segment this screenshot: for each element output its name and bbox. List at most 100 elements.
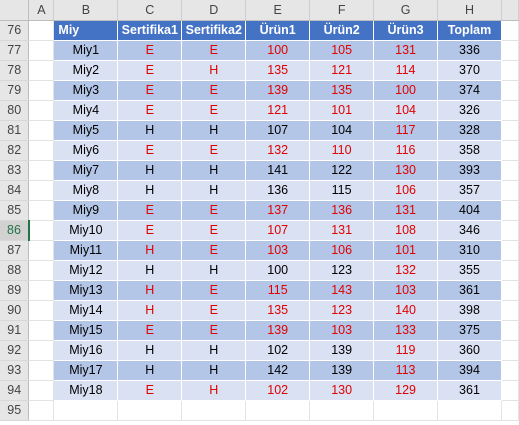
cell-urun2[interactable]: 130 xyxy=(309,380,375,401)
row-header[interactable]: 77 xyxy=(0,40,30,61)
cell-i[interactable] xyxy=(501,160,519,181)
cell-urun1[interactable]: 100 xyxy=(245,260,311,281)
row-header[interactable]: 95 xyxy=(0,400,30,421)
cell-sertifika1[interactable]: E xyxy=(117,200,183,221)
empty-cell[interactable] xyxy=(437,400,502,421)
cell-urun3[interactable]: 129 xyxy=(373,380,439,401)
cell-a[interactable] xyxy=(28,300,55,321)
column-header-f[interactable]: F xyxy=(309,0,375,21)
cell-urun2[interactable]: 131 xyxy=(309,220,375,241)
cell-i[interactable] xyxy=(501,240,519,261)
cell-i[interactable] xyxy=(501,140,519,161)
cell-sertifika1[interactable]: H xyxy=(117,240,183,261)
cell-a[interactable] xyxy=(28,260,55,281)
cell-miy[interactable]: Miy16 xyxy=(53,340,119,361)
cell-sertifika1[interactable]: H xyxy=(117,180,183,201)
cell-sertifika1[interactable]: E xyxy=(117,80,183,101)
row-header[interactable]: 78 xyxy=(0,60,30,81)
cell-urun3[interactable]: 133 xyxy=(373,320,439,341)
column-header-h[interactable]: H xyxy=(437,0,502,21)
column-header-g[interactable]: G xyxy=(373,0,439,21)
cell-urun3[interactable]: 130 xyxy=(373,160,439,181)
empty-cell[interactable] xyxy=(245,400,311,421)
header-cell-sertifika1[interactable]: Sertifika1 xyxy=(117,20,183,41)
cell-urun2[interactable]: 110 xyxy=(309,140,375,161)
cell-sertifika2[interactable]: E xyxy=(181,220,247,241)
empty-cell[interactable] xyxy=(28,400,55,421)
row-header[interactable]: 88 xyxy=(0,260,30,281)
cell-miy[interactable]: Miy3 xyxy=(53,80,119,101)
row-header[interactable]: 87 xyxy=(0,240,30,261)
column-header-i[interactable] xyxy=(501,0,519,21)
cell-sertifika2[interactable]: H xyxy=(181,180,247,201)
cell-toplam[interactable]: 361 xyxy=(437,280,502,301)
cell-a[interactable] xyxy=(28,160,55,181)
cell-urun3[interactable]: 104 xyxy=(373,100,439,121)
row-header[interactable]: 84 xyxy=(0,180,30,201)
cell-miy[interactable]: Miy14 xyxy=(53,300,119,321)
cell-i[interactable] xyxy=(501,380,519,401)
cell-a[interactable] xyxy=(28,120,55,141)
cell-urun2[interactable]: 115 xyxy=(309,180,375,201)
cell-a[interactable] xyxy=(28,380,55,401)
cell-sertifika2[interactable]: H xyxy=(181,360,247,381)
cell-i[interactable] xyxy=(501,40,519,61)
row-header[interactable]: 90 xyxy=(0,300,30,321)
cell-toplam[interactable]: 326 xyxy=(437,100,502,121)
cell-toplam[interactable]: 357 xyxy=(437,180,502,201)
cell-toplam[interactable]: 310 xyxy=(437,240,502,261)
cell-i[interactable] xyxy=(501,280,519,301)
cell-urun2[interactable]: 122 xyxy=(309,160,375,181)
header-cell-urun3[interactable]: Ürün3 xyxy=(373,20,439,41)
cell-sertifika2[interactable]: E xyxy=(181,80,247,101)
cell-i[interactable] xyxy=(501,120,519,141)
row-header[interactable]: 83 xyxy=(0,160,30,181)
cell-sertifika2[interactable]: E xyxy=(181,240,247,261)
row-header[interactable]: 91 xyxy=(0,320,30,341)
cell-toplam[interactable]: 358 xyxy=(437,140,502,161)
cell-urun3[interactable]: 119 xyxy=(373,340,439,361)
cell-sertifika1[interactable]: H xyxy=(117,160,183,181)
cell-toplam[interactable]: 346 xyxy=(437,220,502,241)
cell-sertifika2[interactable]: H xyxy=(181,160,247,181)
cell-urun3[interactable]: 117 xyxy=(373,120,439,141)
cell-i[interactable] xyxy=(501,220,519,241)
cell-miy[interactable]: Miy10 xyxy=(53,220,119,241)
cell-sertifika1[interactable]: E xyxy=(117,140,183,161)
cell-toplam[interactable]: 360 xyxy=(437,340,502,361)
cell-sertifika1[interactable]: H xyxy=(117,120,183,141)
cell-urun2[interactable]: 106 xyxy=(309,240,375,261)
cell-miy[interactable]: Miy9 xyxy=(53,200,119,221)
column-header-e[interactable]: E xyxy=(245,0,311,21)
empty-cell[interactable] xyxy=(501,400,519,421)
cell-urun1[interactable]: 115 xyxy=(245,280,311,301)
header-cell-miy[interactable]: Miy xyxy=(53,20,119,41)
cell-a[interactable] xyxy=(28,80,55,101)
cell-toplam[interactable]: 374 xyxy=(437,80,502,101)
cell-toplam[interactable]: 355 xyxy=(437,260,502,281)
cell-urun3[interactable]: 132 xyxy=(373,260,439,281)
cell-toplam[interactable]: 361 xyxy=(437,380,502,401)
cell-miy[interactable]: Miy11 xyxy=(53,240,119,261)
cell-i[interactable] xyxy=(501,260,519,281)
cell-sertifika1[interactable]: H xyxy=(117,340,183,361)
cell-urun1[interactable]: 142 xyxy=(245,360,311,381)
cell-miy[interactable]: Miy18 xyxy=(53,380,119,401)
row-header[interactable]: 86 xyxy=(0,220,30,241)
cell-urun2[interactable]: 104 xyxy=(309,120,375,141)
cell-a[interactable] xyxy=(28,320,55,341)
cell-urun2[interactable]: 123 xyxy=(309,300,375,321)
cell-a[interactable] xyxy=(28,100,55,121)
cell-urun3[interactable]: 100 xyxy=(373,80,439,101)
empty-cell[interactable] xyxy=(53,400,119,421)
cell-urun3[interactable]: 131 xyxy=(373,40,439,61)
cell-urun1[interactable]: 102 xyxy=(245,340,311,361)
column-header-c[interactable]: C xyxy=(117,0,183,21)
cell-urun1[interactable]: 135 xyxy=(245,60,311,81)
row-header[interactable]: 80 xyxy=(0,100,30,121)
cell-a[interactable] xyxy=(28,340,55,361)
cell-urun1[interactable]: 121 xyxy=(245,100,311,121)
cell-sertifika1[interactable]: E xyxy=(117,40,183,61)
row-header[interactable]: 82 xyxy=(0,140,30,161)
cell-miy[interactable]: Miy7 xyxy=(53,160,119,181)
